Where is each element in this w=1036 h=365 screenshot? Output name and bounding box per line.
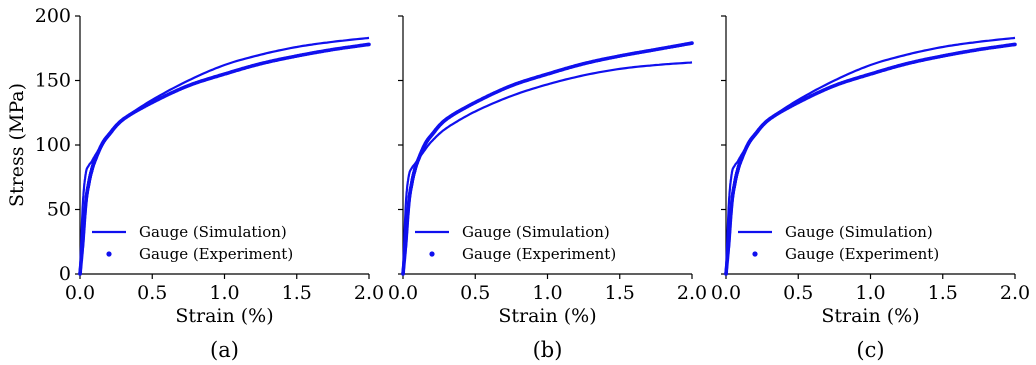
x-tick-label: 1.5: [605, 282, 635, 304]
legend-marker-swatch: [429, 251, 435, 257]
x-tick-label: 1.0: [532, 282, 562, 304]
x-tick-label: 0.5: [137, 282, 167, 304]
legend-label-simulation: Gauge (Simulation): [462, 223, 610, 241]
chart-panel-2: 0.0 0.5 1.0 1.5 2.0 Strain (%) (b) Gauge (Simul…: [388, 15, 707, 362]
legend-label-experiment: Gauge (Experiment): [139, 245, 293, 263]
legend-label-experiment: Gauge (Experiment): [462, 245, 616, 263]
legend-label-simulation: Gauge (Simulation): [785, 223, 933, 241]
x-tick-label: 0.0: [711, 282, 741, 304]
x-tick-label: 1.5: [282, 282, 312, 304]
x-tick-label: 0.0: [65, 282, 95, 304]
y-tick-label: 150: [35, 70, 71, 92]
legend-label-simulation: Gauge (Simulation): [139, 223, 287, 241]
series-line-simulation: [401, 61, 693, 275]
experiment-point: [1013, 42, 1017, 47]
y-tick-label: 100: [35, 134, 71, 156]
x-tick-label: 2.0: [677, 282, 707, 304]
x-tick-label: 2.0: [1000, 282, 1030, 304]
y-tick-label: 0: [59, 263, 71, 285]
panel-caption: (b): [533, 338, 563, 362]
x-tick-label: 1.0: [209, 282, 239, 304]
x-tick-label: 0.5: [460, 282, 490, 304]
chart-panel-3: 0.0 0.5 1.0 1.5 2.0 Strain (%) (c) Gauge (Simul…: [711, 15, 1030, 362]
x-tick-label: 2.0: [354, 282, 384, 304]
panel-caption: (a): [210, 338, 239, 362]
legend-marker-swatch: [752, 251, 758, 257]
x-tick-label: 0.0: [388, 282, 418, 304]
experiment-point: [690, 41, 694, 45]
x-axis-label: Strain (%): [175, 305, 273, 327]
x-tick-label: 1.5: [928, 282, 958, 304]
y-tick-label: 50: [47, 199, 71, 221]
experiment-point: [367, 42, 371, 47]
panel-caption: (c): [856, 338, 884, 362]
x-tick-label: 0.5: [783, 282, 813, 304]
chart-panel-1: 0.0 0.5 1.0 1.5 2.0 0 50 100 150 200 Strain (%) Str…: [6, 5, 384, 362]
y-tick-label: 200: [35, 5, 71, 27]
x-axis-label: Strain (%): [821, 305, 919, 327]
y-axis-label: Stress (MPa): [6, 83, 28, 207]
legend-label-experiment: Gauge (Experiment): [785, 245, 939, 263]
x-tick-label: 1.0: [855, 282, 885, 304]
legend-marker-swatch: [106, 251, 112, 257]
x-axis-label: Strain (%): [498, 305, 596, 327]
